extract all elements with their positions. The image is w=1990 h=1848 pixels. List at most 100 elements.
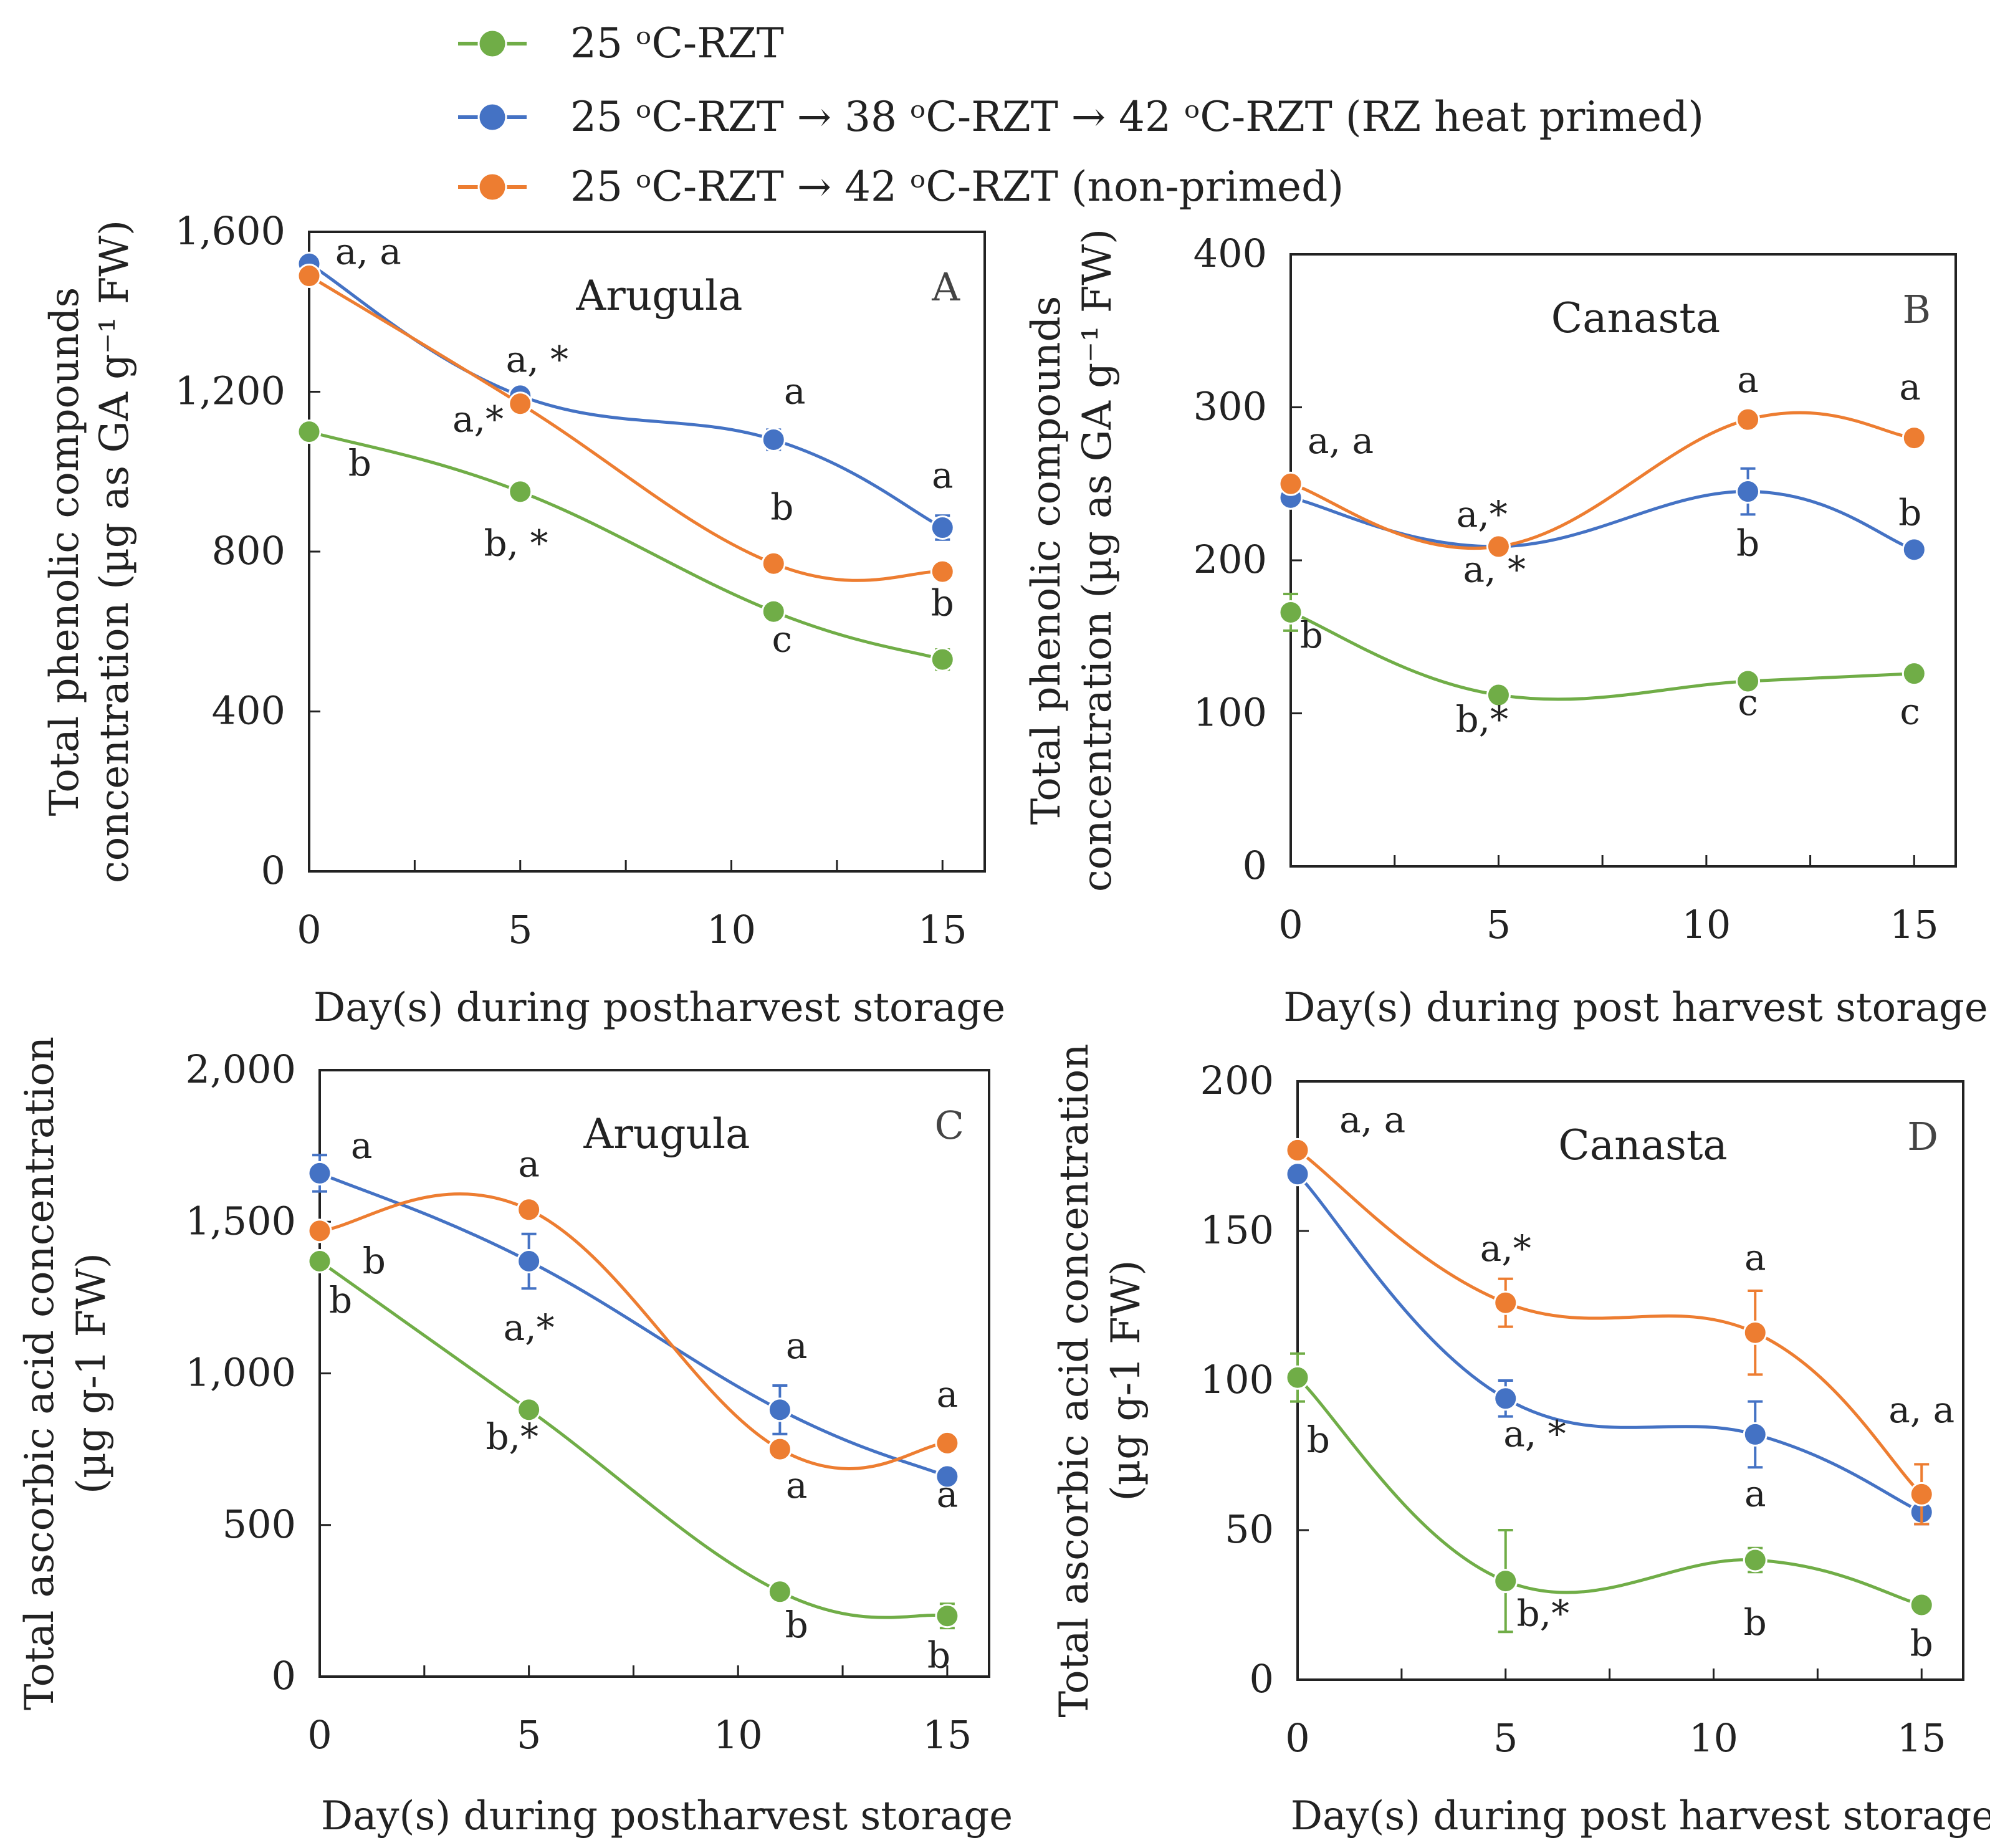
data-point [930, 559, 955, 584]
x-tick-label: 5 [508, 907, 532, 952]
y-tick-label: 150 [1200, 1207, 1274, 1253]
panel-title: Canasta [1558, 1121, 1727, 1169]
y-tick-label: 800 [212, 528, 285, 573]
x-tick-label: 10 [1681, 902, 1731, 947]
y-axis-label: Total ascorbic acid concentration [1051, 1043, 1098, 1717]
data-point [761, 551, 786, 576]
data-point [307, 1218, 332, 1243]
data-point [297, 419, 322, 444]
y-tick-label: 0 [1243, 843, 1267, 888]
series-line [1290, 490, 1915, 552]
significance-label: b [931, 582, 954, 625]
y-tick-label: 100 [1200, 1357, 1274, 1402]
x-axis-label: Day(s) during post harvest storage [1283, 985, 1988, 1031]
panel-a: 0 400 800 1,200 1,600 0 5 10 15 Day(s) during pos… [42, 208, 1005, 1031]
y-tick-label: 400 [1194, 231, 1267, 276]
data-point [1285, 1162, 1310, 1187]
significance-label: b [927, 1634, 950, 1676]
data-point [1743, 1422, 1768, 1447]
panel-letter: C [935, 1103, 964, 1148]
y-tick-label: 1,000 [186, 1350, 297, 1396]
significance-label: a [1744, 1236, 1766, 1278]
y-tick-label: 0 [261, 848, 285, 893]
significance-label: b [363, 1240, 386, 1282]
panel-b: 0 100 200 300 400 0 5 10 15 Day(s) during post ha… [1023, 229, 1988, 1031]
significance-label: c [772, 618, 792, 660]
data-point [935, 1604, 960, 1629]
significance-label: a [1737, 358, 1759, 401]
y-tick-label: 2,000 [186, 1046, 297, 1092]
panel-c: 0 500 1,000 1,500 2,000 0 5 10 15 Day(s) during p… [17, 1037, 1013, 1839]
data-point [767, 1397, 792, 1422]
significance-label: a [937, 1373, 959, 1415]
y-axis-label: Total phenolic compounds [42, 287, 88, 816]
x-tick-label: 15 [1890, 902, 1939, 947]
y-tick-label: 0 [272, 1653, 296, 1698]
significance-label: a,* [1457, 493, 1508, 535]
panel-d: 0 50 100 150 200 0 5 10 15 Day(s) during post har… [1051, 1043, 1990, 1839]
data-point [1486, 534, 1511, 559]
significance-label: a,* [1480, 1227, 1531, 1270]
significance-label: a [937, 1473, 959, 1516]
significance-label: a [786, 1324, 808, 1367]
panel-letter: D [1907, 1114, 1938, 1159]
x-tick-label: 5 [1486, 902, 1511, 947]
x-tick-label: 10 [1689, 1715, 1738, 1761]
x-tick-label: 0 [307, 1712, 332, 1758]
significance-label: c [1738, 681, 1758, 724]
significance-label: b [329, 1279, 352, 1321]
data-point [1493, 1569, 1518, 1594]
y-axis-label: concentration (µg as GA g⁻¹ FW) [1074, 229, 1121, 892]
data-point [935, 1464, 960, 1489]
significance-label: a, a [1308, 419, 1374, 462]
significance-label: b [1744, 1601, 1767, 1644]
data-point [1743, 1320, 1768, 1345]
significance-label: b [348, 442, 371, 484]
legend: 25 ᵒC-RZT 25 ᵒC-RZT → 38 ᵒC-RZT → 42 ᵒC-R… [458, 19, 1704, 211]
legend-swatch-marker [477, 172, 507, 202]
data-point [517, 1197, 542, 1222]
panel-letter: B [1902, 287, 1931, 332]
series-line [1296, 1173, 1923, 1514]
x-tick-label: 5 [1493, 1715, 1518, 1761]
significance-label: a, a [1888, 1389, 1954, 1431]
series-line [308, 262, 944, 529]
data-point [1493, 1290, 1518, 1315]
panel-title: Arugula [583, 1110, 750, 1158]
data-point [1909, 1592, 1934, 1617]
significance-label: a, * [1503, 1413, 1566, 1455]
legend-entry-label: 25 ᵒC-RZT → 38 ᵒC-RZT → 42 ᵒC-RZT (RZ he… [570, 93, 1704, 141]
y-tick-label: 300 [1194, 384, 1267, 429]
x-tick-label: 0 [297, 907, 321, 952]
data-point [1493, 1386, 1518, 1411]
significance-label: b [1736, 522, 1759, 565]
data-point [1278, 600, 1303, 625]
y-tick-label: 1,500 [186, 1198, 297, 1243]
significance-label: c [1900, 691, 1920, 733]
significance-label: b [1307, 1419, 1330, 1461]
series-line [1296, 1149, 1923, 1496]
data-point [761, 427, 786, 452]
significance-label: a [784, 370, 806, 413]
significance-label: a [518, 1142, 540, 1185]
significance-label: a,* [504, 1306, 555, 1349]
significance-label: a [1899, 366, 1921, 408]
significance-label: b,* [1455, 698, 1508, 740]
significance-label: a [351, 1124, 373, 1167]
y-tick-label: 200 [1194, 537, 1267, 582]
data-point [1743, 1548, 1768, 1573]
data-point [517, 1397, 542, 1422]
significance-label: a [1744, 1473, 1766, 1515]
plot-frame [1296, 1080, 1964, 1681]
significance-label: a [932, 454, 954, 496]
significance-label: b [1300, 614, 1323, 656]
data-point [1285, 1137, 1310, 1162]
data-point [307, 1161, 332, 1185]
significance-label: a, a [335, 230, 401, 272]
data-point [930, 647, 955, 672]
panel-title: Canasta [1551, 294, 1720, 342]
data-point [1486, 682, 1511, 707]
significance-label: b,* [486, 1415, 538, 1458]
plot-frame [318, 1069, 990, 1678]
series-line [309, 430, 943, 661]
